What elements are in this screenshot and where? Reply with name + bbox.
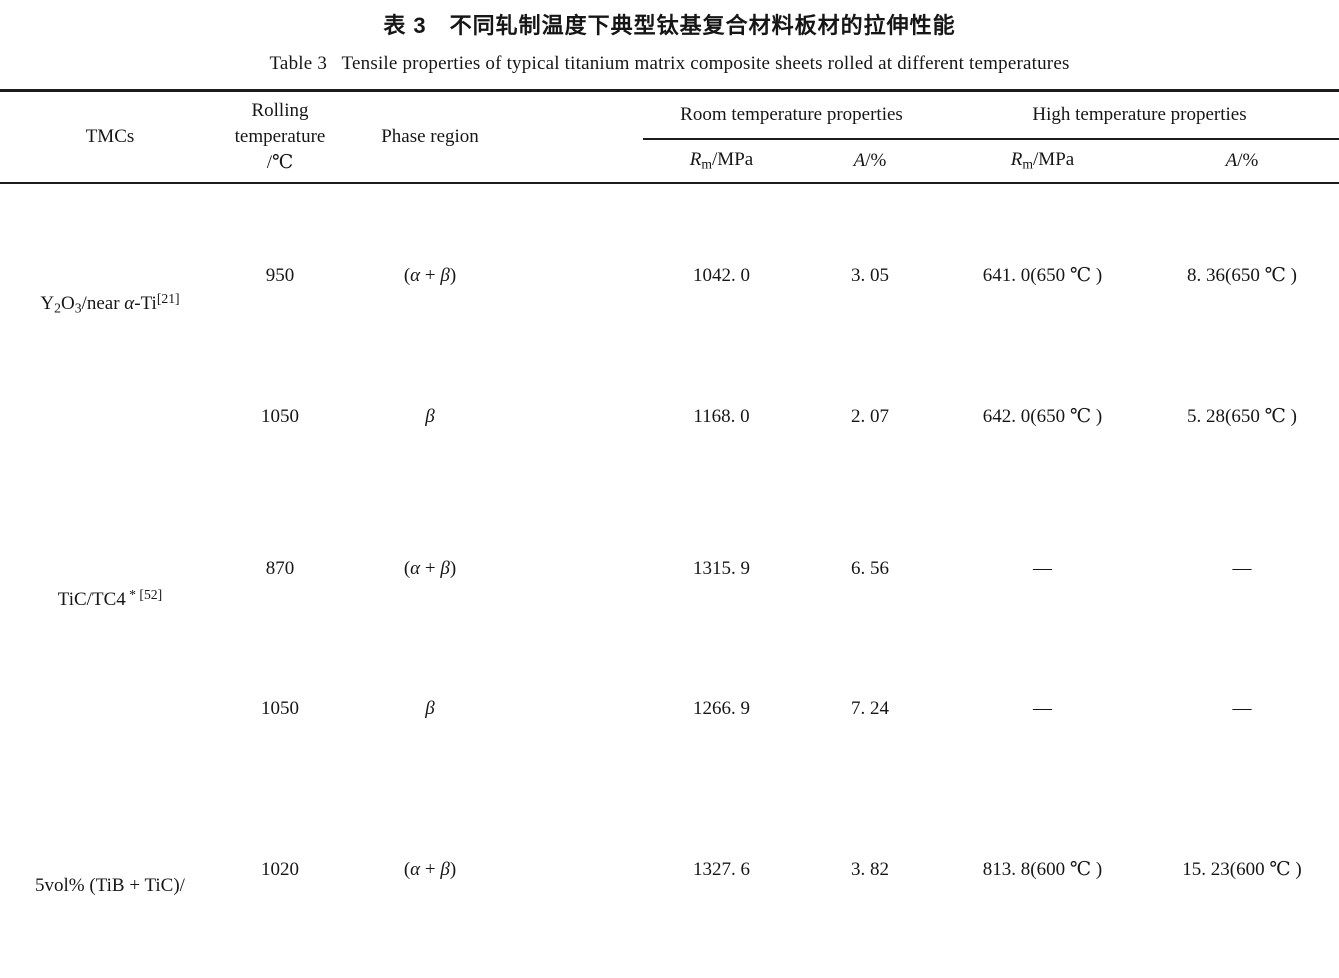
a-high-cell: 8. 36(650 ℃ ) [1187,264,1297,286]
rm-room-cell: 1298. 6 [643,957,800,978]
a-percent-room-header: A/% [800,139,940,184]
tensile-properties-table: TMCs Rolling temperature /℃ Phase region… [0,89,1339,978]
spacer-cell [520,771,643,957]
material-cell: Y2O3/near α-Ti[21] [0,183,220,480]
table-row: TiC/TC4 * [52] 870 (α + β) 1315. 9 6. 56… [0,480,1339,647]
rm-high-cell: 813. 8(600 ℃ ) [982,859,1103,881]
rm-high-cell: 642. 0(650 ℃ ) [982,405,1103,427]
phase-region-cell: β [340,957,520,978]
high-props-group-header: High temperature properties [940,90,1339,140]
a-high-cell: — [1232,697,1252,719]
table-row: Y2O3/near α-Ti[21] 950 (α + β) 1042. 0 3… [0,183,1339,354]
phase-region-cell: β [425,697,435,719]
rm-high-cell: 641. 0(650 ℃ ) [982,264,1103,286]
table-title-en: Table 3 Tensile properties of typical ti… [269,53,1070,74]
rm-room-cell: 1168. 0 [693,405,750,427]
a-high-cell: — [1232,558,1252,580]
table-row: 1050 β 1168. 0 2. 07 642. 0(650 ℃ ) 5. 2… [0,354,1339,479]
rm-room-cell: 1266. 9 [693,697,750,719]
a-room-cell: 3. 05 [851,264,889,286]
material-name: Y2O3/near α-Ti[21] [40,291,180,316]
a-room-cell: 4. 94 [800,957,940,978]
rolling-temp-header-line1: Rolling temperature [234,100,326,147]
table-title-zh: 表 3 不同轧制温度下典型钛基复合材料板材的拉伸性能 [383,13,956,38]
header-row-groups: TMCs Rolling temperature /℃ Phase region… [0,90,1339,184]
phase-region-cell: β [425,405,435,427]
material-name: TiC/TC4 * [52] [57,586,163,610]
spacer-header-cell [520,90,643,184]
a-high-cell: 15. 23(600 ℃ ) [1182,859,1302,881]
rolling-temp-cell: 1020 [261,859,299,881]
rm-high-cell: — [1033,558,1052,580]
phase-region-header: Phase region [340,90,520,184]
a-high-cell: 10. 84(600 ℃ ) [1145,957,1339,978]
rm-room-cell: 1315. 9 [693,558,750,580]
rolling-temp-cell: 870 [265,558,295,580]
phase-region-cell: (α + β) [403,859,457,881]
rm-mpa-room-header: Rm/MPa [643,139,800,184]
a-room-cell: 7. 24 [851,697,889,719]
rm-room-cell: 1327. 6 [693,859,750,881]
spacer-cell [520,354,643,479]
rolling-temp-cell: 950 [265,264,295,286]
a-room-cell: 6. 56 [851,558,889,580]
rm-high-cell: 821. 4(600 ℃ ) [940,957,1145,978]
a-room-cell: 2. 07 [851,405,889,427]
rm-high-cell: — [1033,697,1052,719]
spacer-cell [520,646,643,770]
rolling-temp-header: Rolling temperature /℃ [220,90,340,184]
header-row-subcolumns: Rm/MPa A/% Rm/MPa A/% [0,139,1339,184]
material-name: 5vol% (TiB + TiC)/ [35,874,185,896]
rolling-temp-header-line2: /℃ [266,152,294,173]
rm-room-cell: 1042. 0 [693,264,750,286]
room-props-group-header: Room temperature properties [643,90,940,140]
rolling-temp-cell: 1050 [261,405,299,427]
a-room-cell: 3. 82 [851,859,889,881]
rolling-temp-cell: 1110 [220,957,340,978]
paper-table-figure: 表 3 不同轧制温度下典型钛基复合材料板材的拉伸性能 Table 3 Tensi… [0,13,1339,978]
material-cell: TiC/TC4 * [52] [0,480,220,771]
a-high-cell: 5. 28(650 ℃ ) [1187,405,1297,427]
rm-mpa-high-header: Rm/MPa [940,139,1145,184]
material-cell: 5vol% (TiB + TiC)/ near α-Ti[23, 40] [0,771,220,978]
spacer-cell [520,183,643,354]
phase-region-cell: (α + β) [403,264,457,286]
rolling-temp-cell: 1050 [261,697,299,719]
phase-region-cell: (α + β) [403,558,457,580]
a-percent-high-header: A/% [1145,139,1339,184]
spacer-cell [520,957,643,978]
table-row: 5vol% (TiB + TiC)/ near α-Ti[23, 40] 102… [0,771,1339,957]
spacer-cell [520,480,643,647]
tmcs-header: TMCs [0,90,220,184]
